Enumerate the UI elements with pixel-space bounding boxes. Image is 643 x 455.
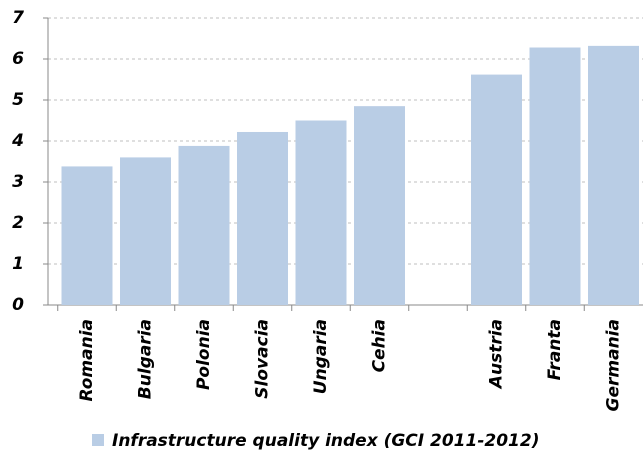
- y-tick-label: 0: [12, 295, 24, 315]
- bar: [295, 120, 347, 305]
- x-tick-label: Franta: [545, 319, 565, 380]
- x-tick-label: Cehia: [370, 319, 390, 372]
- x-tick-label: Polonia: [194, 319, 214, 390]
- x-tick-label: Bulgaria: [136, 319, 156, 399]
- y-tick-label: 2: [12, 213, 24, 233]
- x-tick-label: Ungaria: [311, 319, 331, 394]
- y-tick-label: 4: [11, 131, 24, 151]
- bar: [354, 106, 405, 306]
- bar: [471, 74, 522, 305]
- y-tick-label: 1: [12, 254, 24, 274]
- x-tick-label: Slovacia: [253, 319, 273, 399]
- x-tick-label: Austria: [487, 319, 507, 390]
- bar: [588, 45, 639, 305]
- legend-swatch: [92, 434, 104, 446]
- x-tick-label: Germania: [604, 319, 624, 411]
- x-tick-label: Romania: [77, 319, 97, 402]
- bar: [61, 166, 113, 305]
- bar: [529, 47, 581, 306]
- y-tick-label: 7: [12, 8, 24, 28]
- bar: [120, 157, 171, 305]
- y-tick-label: 3: [12, 172, 24, 192]
- bar: [178, 145, 230, 305]
- legend-label: Infrastructure quality index (GCI 2011-2…: [112, 431, 539, 451]
- y-tick-label: 5: [12, 90, 24, 110]
- y-tick-label: 6: [12, 49, 24, 69]
- bar: [237, 131, 288, 305]
